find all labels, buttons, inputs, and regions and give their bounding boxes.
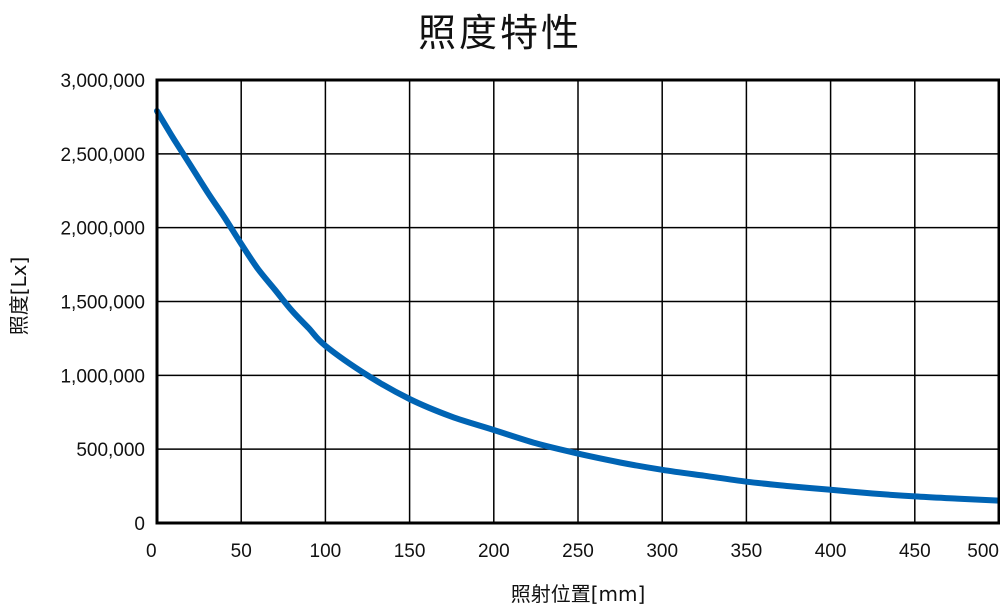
x-tick-label: 350 bbox=[731, 541, 763, 562]
y-axis-label: 照度[Lx] bbox=[7, 256, 31, 336]
x-tick-label: 250 bbox=[562, 541, 594, 562]
y-tick-label: 1,000,000 bbox=[60, 366, 145, 387]
plot-frame bbox=[155, 78, 1000, 525]
chart-title: 照度特性 bbox=[417, 11, 582, 55]
x-axis-label: 照射位置[mm] bbox=[510, 582, 646, 606]
series-line bbox=[154, 108, 1000, 504]
y-tick-label: 500,000 bbox=[76, 440, 145, 461]
grid bbox=[157, 80, 999, 523]
y-tick-label: 2,000,000 bbox=[60, 219, 145, 240]
x-tick-label: 450 bbox=[899, 541, 931, 562]
x-tick-label: 0 bbox=[146, 541, 157, 562]
x-tick-label: 50 bbox=[231, 541, 252, 562]
x-tick-label: 200 bbox=[478, 541, 510, 562]
x-tick-labels: 0 50 100 150 200 250 300 350 400 450 500 bbox=[146, 541, 999, 562]
series-layer bbox=[154, 108, 1000, 504]
y-tick-labels: 0 500,000 1,000,000 1,500,000 2,000,000 2,500… bbox=[60, 71, 145, 535]
y-tick-label: 1,500,000 bbox=[60, 293, 145, 314]
y-tick-label: 3,000,000 bbox=[60, 71, 145, 92]
x-tick-label: 400 bbox=[815, 541, 847, 562]
x-tick-label: 100 bbox=[310, 541, 342, 562]
axes bbox=[155, 78, 1000, 525]
x-tick-label: 150 bbox=[394, 541, 426, 562]
x-tick-label: 300 bbox=[646, 541, 678, 562]
y-tick-label: 2,500,000 bbox=[60, 145, 145, 166]
x-tick-label: 500 bbox=[967, 541, 999, 562]
y-tick-label: 0 bbox=[134, 514, 145, 535]
